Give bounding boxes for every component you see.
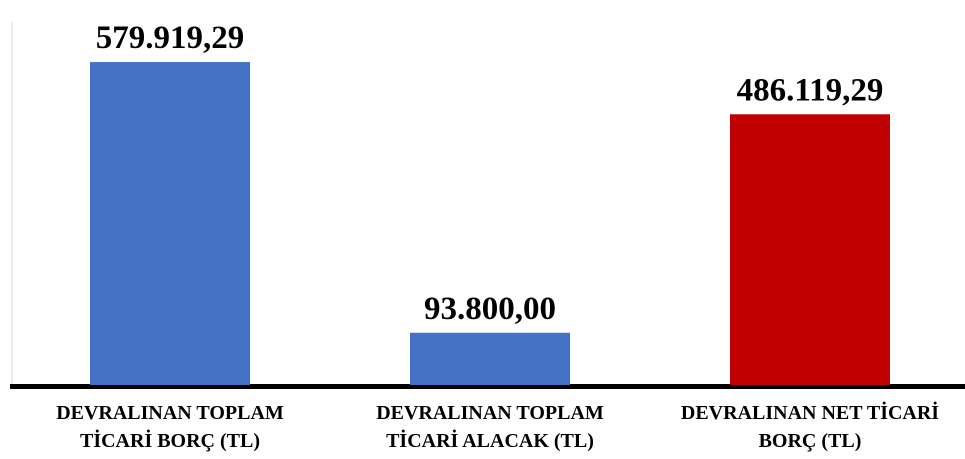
value-labels: 579.919,29 93.800,00 486.119,29 — [96, 20, 884, 327]
category-label-3-line-1: DEVRALINAN NET TİCARİ — [681, 400, 939, 424]
data-label-1: 579.919,29 — [96, 20, 245, 56]
category-label-1-line-2: TİCARİ BORÇ (TL) — [80, 428, 260, 452]
category-label-2-line-2: TİCARİ ALACAK (TL) — [386, 428, 594, 452]
plot-area — [10, 22, 965, 389]
data-label-3: 486.119,29 — [737, 72, 884, 108]
bar-1 — [90, 62, 250, 385]
bars — [90, 62, 890, 385]
x-axis-baseline — [10, 384, 965, 389]
data-label-2: 93.800,00 — [424, 291, 556, 327]
bar-3 — [730, 114, 890, 385]
category-label-3-line-2: BORÇ (TL) — [759, 430, 862, 452]
category-label-2-line-1: DEVRALINAN TOPLAM — [376, 402, 604, 424]
bar-2 — [410, 332, 570, 385]
category-label-1-line-1: DEVRALINAN TOPLAM — [56, 402, 284, 424]
category-labels: DEVRALINAN TOPLAM TİCARİ BORÇ (TL) DEVRALI… — [56, 400, 939, 452]
